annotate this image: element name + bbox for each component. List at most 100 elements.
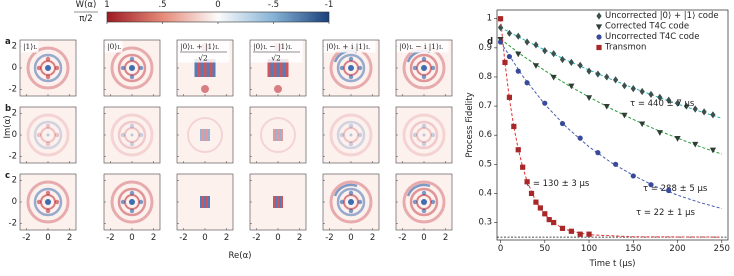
wigner-fringe	[277, 196, 279, 208]
wigner-fringe	[267, 59, 271, 77]
wigner-ring	[187, 117, 223, 153]
y-tick-label: 1	[487, 14, 492, 24]
colorbar	[106, 11, 330, 23]
data-point	[515, 147, 521, 153]
x-tick-label: 2	[370, 233, 375, 243]
wigner-blob	[129, 199, 135, 205]
wigner-fringe	[275, 196, 277, 208]
data-point	[577, 61, 583, 69]
colorbar-tick-label: .5	[158, 0, 166, 10]
y-tick-label: 2	[12, 108, 17, 118]
wigner-fringe	[204, 196, 206, 208]
wigner-panel: -2 0 2	[249, 173, 307, 243]
panel-background	[322, 106, 380, 164]
legend-marker	[596, 44, 602, 51]
wigner-panel	[249, 106, 307, 164]
title-part: + |1⟩	[194, 42, 215, 51]
wigner-panel: -2 0 2 |1⟩L	[9, 39, 77, 97]
wigner-panel: -2 0 2	[103, 173, 161, 243]
data-point	[666, 187, 672, 194]
data-point	[621, 82, 628, 90]
wigner-blob	[120, 65, 126, 71]
wigner-panel	[176, 106, 234, 164]
panel-label: c	[5, 171, 10, 181]
x-tick-label: 0	[129, 233, 134, 243]
data-point	[701, 108, 707, 116]
title-part: L	[117, 45, 121, 51]
x-tick-label: 150	[625, 244, 641, 254]
wigner-blob	[46, 133, 50, 137]
data-point	[648, 90, 654, 99]
wigner-fringe	[279, 59, 283, 77]
panel-label: b	[5, 104, 11, 114]
wigner-ring	[416, 127, 432, 143]
wigner-ring	[336, 53, 366, 83]
y-tick-label: 0.8	[478, 72, 492, 82]
fit-curve	[500, 41, 722, 210]
wigner-ring	[110, 113, 154, 157]
wigner-fringe	[273, 196, 275, 208]
x-tick-label: 0	[45, 233, 50, 243]
x-tick-label: -2	[22, 233, 30, 243]
data-point	[559, 55, 566, 64]
wigner-ring	[26, 113, 70, 157]
fit-annotation: τ = 288 ± 5 μs	[643, 184, 708, 194]
data-point	[524, 179, 530, 185]
wigner-ring	[26, 180, 70, 224]
panel-title: √2	[198, 54, 208, 63]
wigner-ring	[336, 187, 366, 217]
wigner-ring	[40, 127, 56, 143]
x-tick-label: 0	[421, 233, 426, 243]
data-point	[585, 95, 593, 101]
wigner-blob	[412, 199, 418, 205]
data-point	[604, 73, 610, 81]
data-point	[568, 58, 574, 67]
title-part: + i |1⟩	[340, 42, 366, 51]
title-part: |0⟩	[326, 42, 336, 51]
wigner-fringe	[206, 196, 208, 208]
panel-title: |0⟩L + |1⟩L	[180, 42, 219, 52]
wigner-blob	[421, 208, 427, 214]
wigner-blob	[45, 190, 51, 196]
wigner-blob	[129, 74, 135, 80]
wigner-panel	[103, 106, 161, 164]
data-point	[528, 190, 535, 197]
data-point	[533, 199, 539, 205]
wigner-fringe	[197, 59, 201, 77]
wigner-blob	[45, 123, 51, 129]
y-tick-label: -2	[9, 219, 17, 229]
data-point	[550, 74, 557, 81]
x-tick-label: 0	[498, 244, 503, 254]
data-point	[506, 29, 512, 37]
y-tick-label: 0.9	[478, 43, 492, 53]
wigner-blob	[348, 190, 354, 196]
x-tick-label: -2	[325, 233, 333, 243]
wigner-blob	[348, 65, 354, 71]
panel-background	[103, 106, 161, 164]
x-axis-label: Time t (μs)	[588, 259, 635, 269]
wigner-ring	[117, 53, 147, 83]
wigner-fringe	[203, 59, 207, 77]
data-point	[630, 173, 636, 179]
plot-frame	[496, 9, 729, 241]
panel-label: a	[5, 37, 11, 47]
title-part: L	[215, 45, 219, 51]
legend-marker	[596, 34, 602, 40]
wigner-blob	[54, 65, 60, 71]
data-point	[639, 121, 646, 128]
data-point	[657, 93, 663, 101]
data-point	[524, 38, 530, 46]
title-part: L	[409, 45, 413, 51]
data-point	[595, 150, 601, 156]
wigner-blob	[339, 199, 345, 205]
wigner-blob	[348, 208, 354, 214]
fit-annotation: τ = 440 ± 7 μs	[630, 99, 695, 109]
wigner-blob	[421, 190, 427, 196]
wigner-ring	[117, 187, 147, 217]
wigner-blob	[339, 65, 345, 71]
wigner-blob	[348, 56, 354, 62]
wigner-ring	[402, 180, 446, 224]
data-point	[586, 67, 592, 75]
data-point	[515, 32, 521, 40]
